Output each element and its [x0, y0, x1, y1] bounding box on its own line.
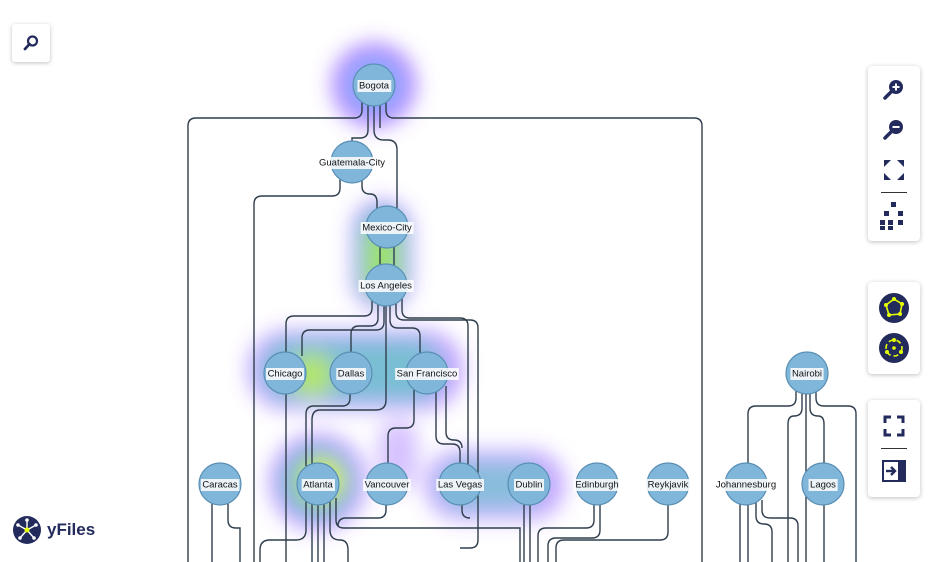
graph-node[interactable]: Chicago — [263, 351, 307, 395]
brand-name: yFiles — [47, 520, 96, 539]
graph-node[interactable]: Dublin — [507, 462, 551, 506]
node-label-background — [514, 479, 544, 491]
search-button[interactable] — [12, 24, 50, 62]
node-label: Las Vegas — [438, 480, 483, 491]
node-label-background — [573, 479, 621, 491]
zoom-out-icon — [883, 120, 903, 140]
node-label: Atlanta — [303, 480, 333, 491]
edge-layer — [187, 100, 857, 562]
node-label: Lagos — [810, 480, 836, 491]
fullscreen-button[interactable] — [874, 406, 914, 446]
fullscreen-icon — [883, 415, 905, 437]
node-label: Mexico-City — [362, 223, 412, 234]
radial-layout-icon — [879, 333, 909, 363]
fit-content-button[interactable] — [874, 150, 914, 190]
node-label-background — [714, 479, 778, 491]
node-label-background — [200, 479, 240, 491]
node-label-background — [301, 479, 336, 491]
graph-node[interactable]: Dallas — [329, 351, 373, 395]
node-label-background — [357, 80, 392, 92]
node-label: San Francisco — [397, 369, 458, 380]
graph-node[interactable]: Nairobi — [785, 351, 829, 395]
layout-button[interactable] — [874, 195, 914, 235]
node-label-background — [266, 368, 304, 380]
graph-node[interactable]: Los Angeles — [358, 263, 414, 307]
node-label: Dallas — [338, 369, 365, 380]
organic-layout-button[interactable] — [874, 288, 914, 328]
graph-node[interactable]: Edinburgh — [573, 462, 621, 506]
zoom-toolbar — [868, 66, 920, 241]
graph-node[interactable]: Lagos — [801, 462, 845, 506]
toolbar-separator — [881, 192, 907, 193]
graph-node[interactable]: San Francisco — [395, 351, 459, 395]
node-label-background — [808, 479, 838, 491]
graph-node[interactable]: Atlanta — [296, 462, 340, 506]
node-label-background — [436, 479, 484, 491]
zoom-out-button[interactable] — [874, 110, 914, 150]
graph-node[interactable]: Mexico-City — [360, 205, 414, 249]
graph-node[interactable]: Las Vegas — [436, 462, 484, 506]
node-label: Nairobi — [792, 369, 822, 380]
node-label-background — [358, 280, 414, 292]
radial-layout-button[interactable] — [874, 328, 914, 368]
fit-content-icon — [884, 160, 904, 180]
node-label-background — [336, 368, 366, 380]
node-label-background — [395, 368, 459, 380]
toolbar-separator — [881, 448, 907, 449]
node-label: Vancouver — [365, 480, 410, 491]
node-label-background — [646, 479, 691, 491]
yfiles-logo-icon — [13, 516, 41, 544]
graph-node[interactable]: Caracas — [198, 462, 242, 506]
graph-node[interactable]: Vancouver — [363, 462, 411, 506]
node-label: Edinburgh — [575, 480, 618, 491]
node-label: Johannesburg — [716, 480, 776, 491]
node-label: Caracas — [202, 480, 238, 491]
graph-node[interactable]: Guatemala-City — [317, 140, 387, 184]
layout-icon — [880, 202, 903, 230]
node-label: Bogota — [359, 81, 390, 92]
node-label: Dublin — [516, 480, 543, 491]
graph-node[interactable]: Johannesburg — [714, 462, 778, 506]
zoom-in-icon — [883, 80, 903, 100]
organic-layout-icon — [879, 293, 909, 323]
node-layer: Bogota Guatemala-City Mexico-City Los Angel… — [198, 63, 845, 506]
node-label: Reykjavik — [648, 480, 689, 491]
node-label-background — [363, 479, 411, 491]
node-label: Los Angeles — [360, 281, 412, 292]
exit-button[interactable] — [874, 451, 914, 491]
node-label-background — [790, 368, 824, 380]
graph-node[interactable]: Bogota — [352, 63, 396, 107]
search-icon — [23, 35, 39, 51]
node-label-background — [360, 222, 414, 234]
view-toolbar — [868, 400, 920, 497]
yfiles-logo: yFiles — [12, 515, 95, 545]
node-label: Guatemala-City — [319, 158, 385, 169]
zoom-in-button[interactable] — [874, 70, 914, 110]
exit-icon — [882, 460, 906, 482]
layout-toolbar — [868, 282, 920, 374]
node-label: Chicago — [268, 369, 303, 380]
node-label-background — [317, 157, 387, 169]
graph-node[interactable]: Reykjavik — [646, 462, 691, 506]
